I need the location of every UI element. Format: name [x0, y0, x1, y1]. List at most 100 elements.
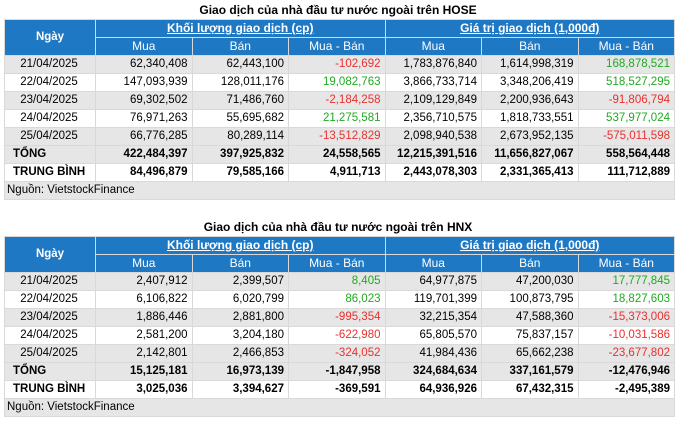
source-text: Nguồn: VietstockFinance: [4, 181, 675, 200]
cell-vol-buy: 6,106,822: [95, 290, 193, 309]
average-vol-sell: 3,394,627: [191, 380, 289, 399]
average-label: TRUNG BÌNH: [4, 380, 96, 399]
hnx-header-row-2: Mua Bán Mua - Bán Mua Bán Mua - Bán: [5, 254, 675, 273]
hose-header-volume: Khối lượng giao dịch (cp): [95, 19, 386, 38]
cell-vol-sell: 62,443,100: [191, 55, 289, 74]
hnx-header-day: Ngày: [4, 236, 96, 273]
cell-vol-buy: 62,340,408: [95, 55, 193, 74]
cell-val-sell: 3,348,206,419: [481, 73, 579, 92]
source-row: Nguồn: VietstockFinance: [4, 181, 675, 200]
hnx-header-val-sell: Bán: [481, 254, 579, 273]
total-val-net: -12,476,946: [577, 362, 675, 381]
cell-vol-sell: 128,011,176: [191, 73, 289, 92]
cell-vol-net: -324,052: [288, 344, 386, 363]
cell-val-sell: 1,614,998,319: [481, 55, 579, 74]
average-vol-buy: 3,025,036: [95, 380, 193, 399]
hose-header-val-buy: Mua: [384, 37, 482, 56]
cell-day: 25/04/2025: [4, 344, 96, 363]
table-row: 25/04/2025 2,142,801 2,466,853 -324,052 41,9…: [4, 344, 675, 363]
cell-val-buy: 2,109,129,849: [384, 91, 482, 110]
cell-day: 21/04/2025: [4, 55, 96, 74]
source-text: Nguồn: VietstockFinance: [4, 398, 675, 417]
cell-val-net: 17,777,845: [577, 272, 675, 291]
cell-day: 23/04/2025: [4, 308, 96, 327]
average-row: TRUNG BÌNH 84,496,879 79,585,166 4,911,713 2…: [4, 163, 675, 182]
cell-val-sell: 2,673,952,135: [481, 127, 579, 146]
cell-vol-sell: 55,695,682: [191, 109, 289, 128]
cell-val-net: -91,806,794: [577, 91, 675, 110]
cell-val-sell: 1,818,733,551: [481, 109, 579, 128]
hose-header-val-net: Mua - Bán: [577, 37, 675, 56]
hose-header-vol-buy: Mua: [95, 37, 193, 56]
cell-val-net: -575,011,598: [577, 127, 675, 146]
cell-val-sell: 65,662,238: [481, 344, 579, 363]
cell-day: 24/04/2025: [4, 326, 96, 345]
total-val-sell: 337,161,579: [481, 362, 579, 381]
cell-val-net: -10,031,586: [577, 326, 675, 345]
average-val-buy: 64,936,926: [384, 380, 482, 399]
cell-val-buy: 32,215,354: [384, 308, 482, 327]
table-row: 21/04/2025 2,407,912 2,399,507 8,405 64,977,…: [4, 272, 675, 291]
cell-vol-buy: 76,971,263: [95, 109, 193, 128]
average-val-net: 111,712,889: [577, 163, 675, 182]
average-vol-net: -369,591: [288, 380, 386, 399]
total-label: TỔNG: [4, 145, 96, 164]
cell-val-sell: 100,873,795: [481, 290, 579, 309]
cell-vol-sell: 80,289,114: [191, 127, 289, 146]
cell-val-net: -15,373,006: [577, 308, 675, 327]
hnx-header-val-net: Mua - Bán: [577, 254, 675, 273]
cell-val-buy: 41,984,436: [384, 344, 482, 363]
average-val-buy: 2,443,078,303: [384, 163, 482, 182]
hnx-section: Giao dịch của nhà đầu tư nước ngoài trên…: [0, 218, 676, 417]
cell-val-buy: 1,783,876,840: [384, 55, 482, 74]
cell-val-buy: 64,977,875: [384, 272, 482, 291]
hnx-header-value: Giá trị giao dịch (1,000đ): [384, 236, 675, 255]
average-val-sell: 2,331,365,413: [481, 163, 579, 182]
table-row: 24/04/2025 76,971,263 55,695,682 21,275,581…: [4, 109, 675, 128]
total-val-buy: 12,215,391,516: [384, 145, 482, 164]
cell-val-net: 168,878,521: [577, 55, 675, 74]
cell-val-net: 537,977,024: [577, 109, 675, 128]
cell-val-buy: 65,805,570: [384, 326, 482, 345]
cell-val-buy: 2,356,710,575: [384, 109, 482, 128]
cell-vol-sell: 71,486,760: [191, 91, 289, 110]
cell-val-net: 18,827,603: [577, 290, 675, 309]
total-vol-sell: 397,925,832: [191, 145, 289, 164]
average-val-net: -2,495,389: [577, 380, 675, 399]
cell-vol-net: 19,082,763: [288, 73, 386, 92]
hose-header-day: Ngày: [4, 19, 96, 56]
cell-val-sell: 75,837,157: [481, 326, 579, 345]
table-row: 22/04/2025 147,093,939 128,011,176 19,082,7…: [4, 73, 675, 92]
total-vol-sell: 16,973,139: [191, 362, 289, 381]
cell-day: 23/04/2025: [4, 91, 96, 110]
cell-day: 24/04/2025: [4, 109, 96, 128]
hnx-header-vol-net: Mua - Bán: [288, 254, 386, 273]
average-vol-net: 4,911,713: [288, 163, 386, 182]
cell-vol-sell: 3,204,180: [191, 326, 289, 345]
cell-day: 22/04/2025: [4, 73, 96, 92]
cell-vol-net: 21,275,581: [288, 109, 386, 128]
cell-val-sell: 2,200,936,643: [481, 91, 579, 110]
total-val-buy: 324,684,634: [384, 362, 482, 381]
hnx-title: Giao dịch của nhà đầu tư nước ngoài trên…: [203, 220, 473, 234]
average-vol-buy: 84,496,879: [95, 163, 193, 182]
cell-day: 21/04/2025: [4, 272, 96, 291]
cell-vol-buy: 147,093,939: [95, 73, 193, 92]
cell-vol-net: -102,692: [288, 55, 386, 74]
total-vol-buy: 15,125,181: [95, 362, 193, 381]
hnx-header-row-1: Ngày Khối lượng giao dịch (cp) Giá trị g…: [4, 236, 675, 273]
hose-section: Giao dịch của nhà đầu tư nước ngoài trên…: [0, 1, 676, 200]
cell-vol-buy: 2,581,200: [95, 326, 193, 345]
cell-vol-buy: 2,142,801: [95, 344, 193, 363]
table-row: 24/04/2025 2,581,200 3,204,180 -622,980 65,8…: [4, 326, 675, 345]
total-vol-net: -1,847,958: [288, 362, 386, 381]
cell-vol-net: 86,023: [288, 290, 386, 309]
cell-day: 22/04/2025: [4, 290, 96, 309]
hnx-body: 21/04/2025 2,407,912 2,399,507 8,405 64,977,…: [4, 272, 675, 417]
cell-vol-buy: 2,407,912: [95, 272, 193, 291]
table-row: 22/04/2025 6,106,822 6,020,799 86,023 119,70…: [4, 290, 675, 309]
hose-title: Giao dịch của nhà đầu tư nước ngoài trên…: [199, 3, 477, 17]
hose-header-vol-net: Mua - Bán: [288, 37, 386, 56]
table-row: 25/04/2025 66,776,285 80,289,114 -13,512,82…: [4, 127, 675, 146]
total-row: TỔNG 422,484,397 397,925,832 24,558,565 12,2…: [4, 145, 675, 164]
